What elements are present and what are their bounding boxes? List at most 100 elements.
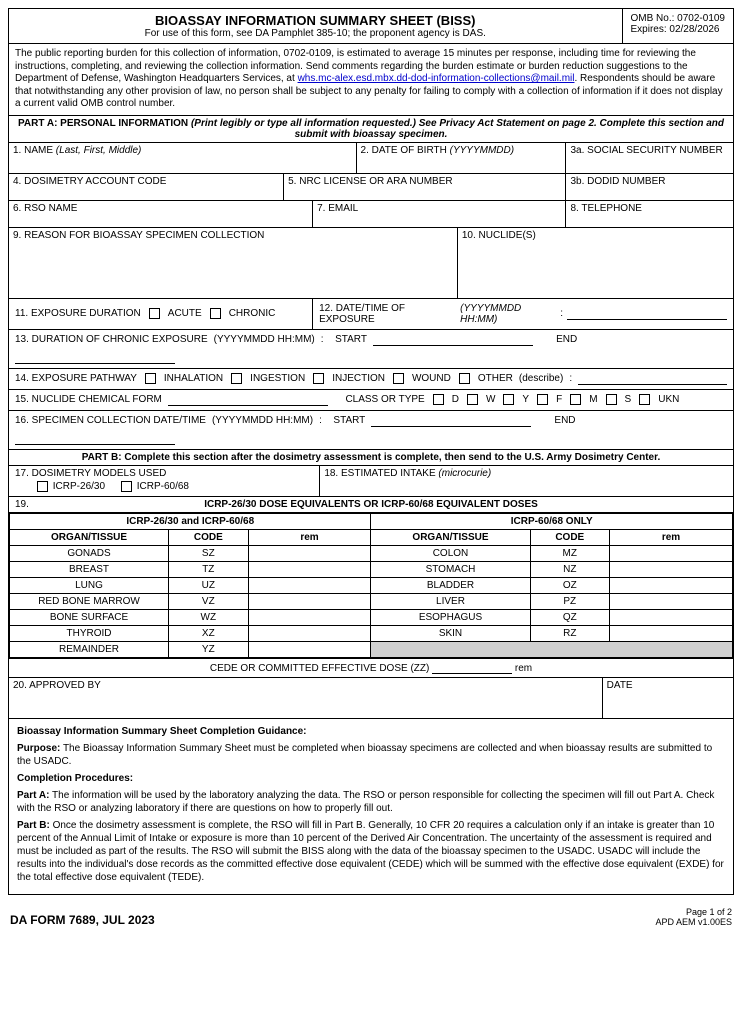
field-15-label: 15. NUCLIDE CHEMICAL FORM xyxy=(15,394,162,405)
input-chemical-form[interactable] xyxy=(168,394,328,406)
section-19: 19. ICRP-26/30 DOSE EQUIVALENTS OR ICRP-… xyxy=(9,497,733,678)
checkbox-wound[interactable] xyxy=(393,373,404,384)
field-14: 14. EXPOSURE PATHWAY INHALATION INGESTIO… xyxy=(9,369,733,390)
label-inhalation: INHALATION xyxy=(164,373,223,384)
checkbox-icrp6068[interactable] xyxy=(121,481,132,492)
checkbox-chronic[interactable] xyxy=(210,308,221,319)
table-row: THYROIDXZSKINRZ xyxy=(10,625,733,641)
checkbox-m[interactable] xyxy=(570,394,581,405)
cell-rem[interactable] xyxy=(610,625,733,641)
input-specimen-start[interactable] xyxy=(371,415,531,427)
field-15: 15. NUCLIDE CHEMICAL FORM CLASS OR TYPE … xyxy=(9,390,733,411)
cell-organ: THYROID xyxy=(10,625,169,641)
cell-rem[interactable] xyxy=(248,609,371,625)
cell-organ: SKIN xyxy=(371,625,530,641)
cell-code: VZ xyxy=(169,593,249,609)
label-f: F xyxy=(556,394,562,405)
checkbox-w[interactable] xyxy=(467,394,478,405)
burden-statement: The public reporting burden for this col… xyxy=(9,44,733,116)
input-exposure-datetime[interactable] xyxy=(567,308,727,320)
field-ssn[interactable]: 3a. SOCIAL SECURITY NUMBER xyxy=(566,143,733,173)
input-chronic-end[interactable] xyxy=(15,352,175,364)
label-icrp6068: ICRP-60/68 xyxy=(137,481,189,492)
burden-email-link[interactable]: whs.mc-alex.esd.mbx.dd-dod-information-c… xyxy=(298,73,575,84)
label-injection: INJECTION xyxy=(332,373,385,384)
field-20-date-label: DATE xyxy=(607,680,633,691)
checkbox-f[interactable] xyxy=(537,394,548,405)
input-specimen-end[interactable] xyxy=(15,433,175,445)
checkbox-other[interactable] xyxy=(459,373,470,384)
field-dosimetry-code[interactable]: 4. DOSIMETRY ACCOUNT CODE xyxy=(9,174,284,200)
field-nrc-license[interactable]: 5. NRC LICENSE OR ARA NUMBER xyxy=(284,174,566,200)
footer-right: Page 1 of 2 APD AEM v1.00ES xyxy=(655,907,732,927)
cell-rem[interactable] xyxy=(610,577,733,593)
field-19-title: ICRP-26/30 DOSE EQUIVALENTS OR ICRP-60/6… xyxy=(204,499,538,510)
field-reason-label: 9. REASON FOR BIOASSAY SPECIMEN COLLECTI… xyxy=(13,230,264,241)
field-email-label: 7. EMAIL xyxy=(317,203,358,214)
label-y: Y xyxy=(522,394,529,405)
checkbox-ukn[interactable] xyxy=(639,394,650,405)
part-a-prefix: PART A: PERSONAL INFORMATION xyxy=(18,118,191,129)
cell-organ: LIVER xyxy=(371,593,530,609)
part-a-instructions: (Print legibly or type all information r… xyxy=(191,118,724,140)
guidance-purpose-label: Purpose: xyxy=(17,743,60,754)
field-telephone[interactable]: 8. TELEPHONE xyxy=(566,201,733,227)
field-nuclides[interactable]: 10. NUCLIDE(S) xyxy=(458,228,733,298)
label-other-hint: (describe) xyxy=(519,373,563,384)
field-18[interactable]: 18. ESTIMATED INTAKE (microcurie) xyxy=(320,466,733,496)
input-cede[interactable] xyxy=(432,662,512,674)
omb-box: OMB No.: 0702-0109 Expires: 02/28/2026 xyxy=(622,9,734,43)
cell-rem[interactable] xyxy=(248,593,371,609)
field-dodid[interactable]: 3b. DODID NUMBER xyxy=(566,174,733,200)
cell-rem[interactable] xyxy=(248,641,371,657)
checkbox-d[interactable] xyxy=(433,394,444,405)
checkbox-ingestion[interactable] xyxy=(231,373,242,384)
checkbox-inhalation[interactable] xyxy=(145,373,156,384)
field-date[interactable]: DATE xyxy=(603,678,733,718)
row-17-18: 17. DOSIMETRY MODELS USED ICRP-26/30 ICR… xyxy=(9,466,733,497)
input-other-describe[interactable] xyxy=(578,373,727,385)
cell-rem[interactable] xyxy=(610,561,733,577)
field-dob[interactable]: 2. DATE OF BIRTH (YYYYMMDD) xyxy=(357,143,567,173)
cell-rem[interactable] xyxy=(610,609,733,625)
cede-row: CEDE OR COMMITTED EFFECTIVE DOSE (ZZ) re… xyxy=(9,658,733,677)
field-16: 16. SPECIMEN COLLECTION DATE/TIME (YYYYM… xyxy=(9,411,733,450)
field-name[interactable]: 1. NAME (Last, First, Middle) xyxy=(9,143,357,173)
cell-rem[interactable] xyxy=(610,593,733,609)
cell-rem[interactable] xyxy=(248,561,371,577)
checkbox-icrp2630[interactable] xyxy=(37,481,48,492)
field-19-num: 19. xyxy=(15,499,29,510)
row-1-2-3a: 1. NAME (Last, First, Middle) 2. DATE OF… xyxy=(9,143,733,174)
label-wound: WOUND xyxy=(412,373,451,384)
checkbox-y[interactable] xyxy=(503,394,514,405)
field-11-label: 11. EXPOSURE DURATION xyxy=(15,308,141,319)
field-dosimetry-label: 4. DOSIMETRY ACCOUNT CODE xyxy=(13,176,166,187)
field-email[interactable]: 7. EMAIL xyxy=(313,201,566,227)
cell-rem[interactable] xyxy=(248,545,371,561)
table-header-groups: ICRP-26/30 and ICRP-60/68 ICRP-60/68 ONL… xyxy=(10,513,733,529)
field-rso-name[interactable]: 6. RSO NAME xyxy=(9,201,313,227)
checkbox-injection[interactable] xyxy=(313,373,324,384)
guidance-purpose-text: The Bioassay Information Summary Sheet m… xyxy=(17,743,712,767)
cell-code: SZ xyxy=(169,545,249,561)
cell-rem[interactable] xyxy=(610,545,733,561)
checkbox-s[interactable] xyxy=(606,394,617,405)
cell-organ: BLADDER xyxy=(371,577,530,593)
label-class-type: CLASS OR TYPE xyxy=(345,394,424,405)
field-14-label: 14. EXPOSURE PATHWAY xyxy=(15,373,137,384)
dose-table: ICRP-26/30 and ICRP-60/68 ICRP-60/68 ONL… xyxy=(9,513,733,658)
col-organ-1: ORGAN/TISSUE xyxy=(10,529,169,545)
checkbox-acute[interactable] xyxy=(149,308,160,319)
cell-rem[interactable] xyxy=(248,577,371,593)
field-20-label: 20. APPROVED BY xyxy=(13,680,101,691)
cell-organ: ESOPHAGUS xyxy=(371,609,530,625)
cell-rem[interactable] xyxy=(248,625,371,641)
cell-organ: BREAST xyxy=(10,561,169,577)
field-approved-by[interactable]: 20. APPROVED BY xyxy=(9,678,603,718)
field-12-label: 12. DATE/TIME OF EXPOSURE xyxy=(319,303,456,325)
field-reason[interactable]: 9. REASON FOR BIOASSAY SPECIMEN COLLECTI… xyxy=(9,228,458,298)
input-chronic-start[interactable] xyxy=(373,334,533,346)
table-row: LUNGUZBLADDEROZ xyxy=(10,577,733,593)
label-ukn: UKN xyxy=(658,394,679,405)
cell-code: PZ xyxy=(530,593,610,609)
